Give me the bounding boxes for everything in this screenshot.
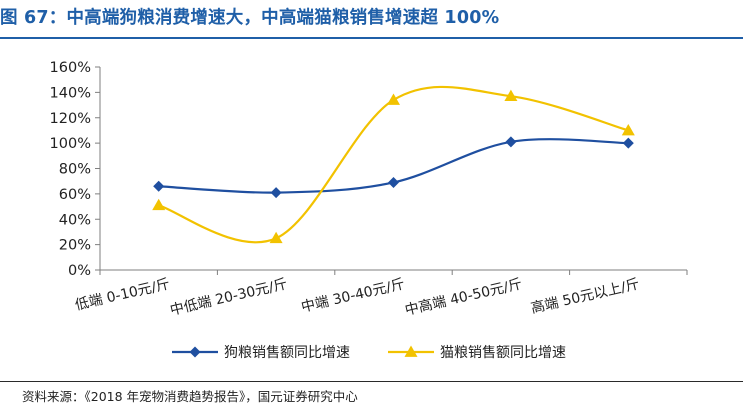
data-point-cat [504,89,518,102]
data-point-cat [152,198,166,211]
series-cat [152,85,635,244]
y-tick-label: 80% [59,162,91,178]
data-point-dog [153,180,165,192]
data-point-cat [269,231,283,244]
data-point-dog [622,137,634,149]
legend: 狗粮销售额同比增速 猫粮销售额同比增速 [172,345,566,361]
source-note: 资料来源：《2018 年宠物消费趋势报告》，国元证券研究中心 [22,389,358,404]
y-tick-label: 20% [59,238,91,254]
series-dog [153,136,634,199]
legend-label-dog: 狗粮销售额同比增速 [224,345,350,361]
y-tick-label: 140% [50,85,91,101]
y-tick-label: 40% [59,212,91,228]
data-point-cat [621,123,635,136]
data-point-dog [270,187,282,199]
legend-marker-dog [189,346,201,358]
title-rule [0,37,743,39]
legend-label-cat: 猫粮销售额同比增速 [440,345,566,361]
data-point-dog [505,136,517,148]
data-point-dog [388,176,399,188]
x-category-label: 中端 30-40元/斤 [300,276,407,315]
data-point-cat [387,93,400,105]
series-line-cat [158,85,629,244]
y-tick-label: 60% [59,187,91,203]
figure-title: 图 67：中高端狗粮消费增速大，中高端猫粮销售增速超 100% [0,8,500,28]
y-tick-label: 120% [50,111,91,127]
y-tick-label: 160% [50,60,91,76]
x-category-label: 低端 0-10元/斤 [74,276,172,313]
source-rule [0,381,743,382]
y-tick-label: 100% [50,136,91,152]
line-chart: 0% 20% 40% 60% 80% 100% 120% 140% 160% 低端 0-10元/… [50,60,688,361]
x-category-label: 中低端 20-30元/斤 [169,276,289,319]
y-axis: 0% 20% 40% 60% 80% 100% 120% 140% 160% [50,60,101,279]
y-tick-label: 0% [68,263,91,279]
x-category-label: 高端 50元以上/斤 [529,275,641,317]
x-category-label: 中高端 40-50元/斤 [403,275,524,319]
legend-marker-cat [404,345,418,357]
series-layer [152,85,635,244]
